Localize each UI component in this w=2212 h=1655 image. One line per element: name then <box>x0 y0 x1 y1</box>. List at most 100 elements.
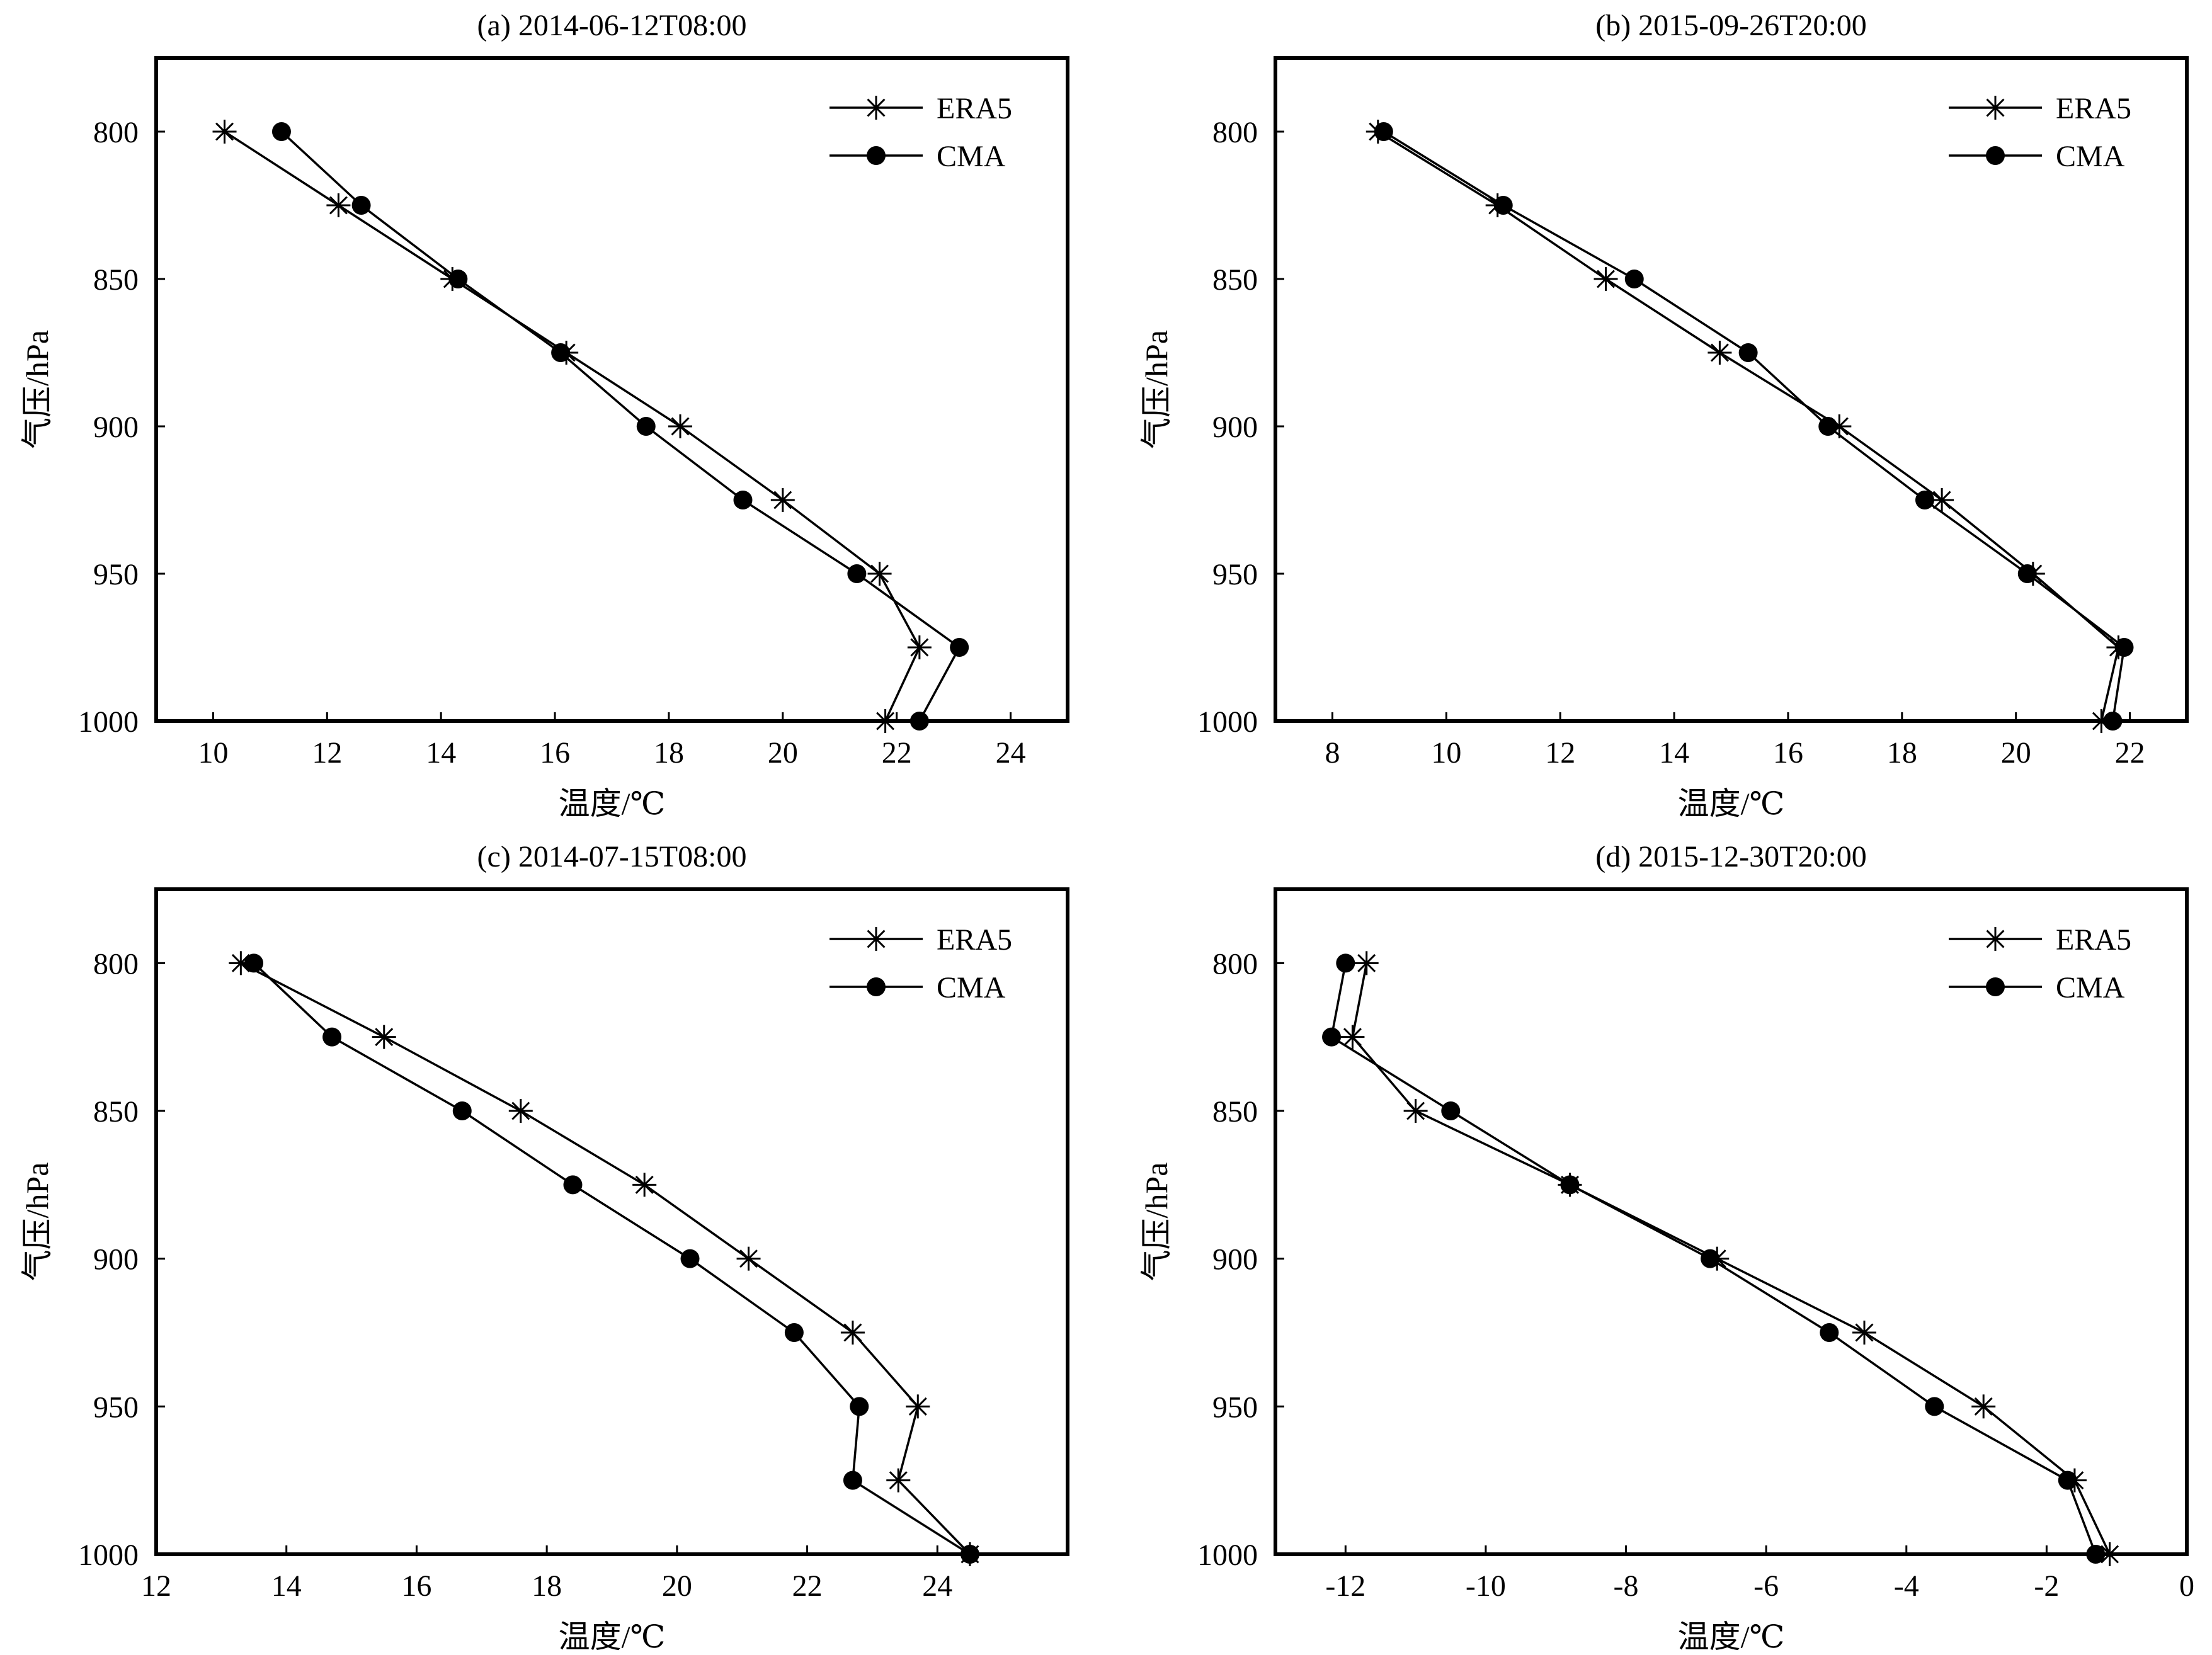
legend-marker <box>1986 146 2005 165</box>
x-tick-label: 12 <box>312 736 342 770</box>
y-tick-label: 850 <box>1212 1095 1258 1129</box>
data-point-cma <box>2017 564 2037 583</box>
data-point-cma <box>1818 417 1838 436</box>
data-point-cma <box>1701 1249 1720 1268</box>
x-tick-label: 0 <box>2179 1569 2194 1603</box>
y-tick-label: 900 <box>93 1243 139 1277</box>
data-point-cma <box>1374 122 1393 141</box>
data-point-cma <box>1820 1323 1839 1342</box>
data-point-cma <box>271 122 291 141</box>
y-tick-label: 800 <box>93 947 139 981</box>
data-point-era5 <box>906 1394 930 1419</box>
data-point-cma <box>850 1397 869 1416</box>
y-tick-label: 950 <box>1212 1391 1258 1424</box>
x-tick-label: 10 <box>198 736 228 770</box>
y-tick-label: 900 <box>1212 1243 1258 1277</box>
y-axis-label: 气压/hPa <box>1139 330 1174 449</box>
y-tick-label: 1000 <box>1197 705 1258 739</box>
series-line-era5 <box>1377 130 2120 722</box>
x-tick-label: 22 <box>792 1569 823 1603</box>
x-tick-label: 18 <box>532 1569 562 1603</box>
legend-marker <box>864 96 888 120</box>
series-line-cma <box>1382 130 2126 722</box>
legend-item-era5: ERA5 <box>1949 92 2131 125</box>
chart-panel-d: (d) 2015-12-30T20:00 -12 -10 -8 -6 -4 -2 0 800 85… <box>1139 840 2194 1654</box>
data-point-era5 <box>840 1321 865 1345</box>
data-point-era5 <box>1852 1321 1876 1345</box>
legend-item-cma: CMA <box>830 971 1006 1004</box>
data-point-cma <box>2086 1545 2106 1564</box>
x-tick-label: 8 <box>1325 736 1340 770</box>
data-point-cma <box>1624 270 1644 288</box>
chart-panel-a: (a) 2014-06-12T08:00 10 12 14 16 18 20 22 24 800 8… <box>20 9 1069 821</box>
x-tick-label: 22 <box>2115 736 2145 770</box>
x-tick-label: -6 <box>1753 1569 1779 1603</box>
data-point-cma <box>1560 1175 1580 1195</box>
x-tick-label: 20 <box>662 1569 692 1603</box>
data-point-cma <box>733 491 753 509</box>
y-tick-label: 900 <box>1212 411 1258 444</box>
data-point-era5 <box>886 1468 911 1493</box>
series-line-cma <box>253 962 971 1555</box>
data-point-cma <box>1915 491 1934 509</box>
chart-title: (d) 2015-12-30T20:00 <box>1595 840 1867 873</box>
legend-marker <box>867 977 886 996</box>
plot-frame <box>154 56 1069 723</box>
y-tick-label: 800 <box>1212 116 1258 149</box>
legend-item-era5: ERA5 <box>830 92 1012 125</box>
x-tick-label: 22 <box>882 736 912 770</box>
x-axis-label: 温度/℃ <box>1678 1619 1785 1654</box>
legend-label: CMA <box>937 971 1006 1004</box>
y-tick-label: 800 <box>1212 947 1258 981</box>
x-tick-label: 14 <box>426 736 456 770</box>
data-point-cma <box>551 343 571 362</box>
data-point-era5 <box>867 562 892 586</box>
y-tick-label: 1000 <box>78 1538 139 1572</box>
data-point-cma <box>1738 343 1758 362</box>
y-tick-label: 1000 <box>1197 1538 1258 1572</box>
data-point-cma <box>1322 1027 1342 1047</box>
y-tick-label: 1000 <box>78 705 139 739</box>
y-tick-label: 800 <box>93 116 139 149</box>
plot-frame <box>1274 887 2189 1556</box>
x-tick-label: 16 <box>540 736 570 770</box>
legend-marker <box>1983 927 2007 951</box>
series-line-era5 <box>224 130 921 722</box>
x-axis-label: 温度/℃ <box>559 1619 666 1654</box>
legend-item-era5: ERA5 <box>830 923 1012 957</box>
y-tick-label: 900 <box>93 411 139 444</box>
data-point-era5 <box>212 120 237 144</box>
chart-panel-c: (c) 2014-07-15T08:00 12 14 16 18 20 22 24 800 850… <box>20 840 1069 1654</box>
data-point-cma <box>452 1101 472 1120</box>
chart-panel-b: (b) 2015-09-26T20:00 8 10 12 14 16 18 20 22 800 85… <box>1139 9 2189 821</box>
data-point-cma <box>680 1249 700 1268</box>
data-point-cma <box>448 270 468 288</box>
data-point-cma <box>950 638 969 657</box>
data-point-era5 <box>873 709 898 733</box>
series-line-cma <box>280 130 961 722</box>
chart-title: (b) 2015-09-26T20:00 <box>1595 9 1867 42</box>
x-tick-label: 12 <box>1545 736 1575 770</box>
x-tick-label: -12 <box>1325 1569 1365 1603</box>
data-point-era5 <box>736 1246 761 1271</box>
x-tick-label: -10 <box>1466 1569 1506 1603</box>
data-point-cma <box>960 1545 979 1564</box>
series-line-era5 <box>1351 963 2111 1555</box>
legend-label: ERA5 <box>937 92 1012 125</box>
x-tick-label: 10 <box>1431 736 1461 770</box>
plot-frame <box>1274 56 2189 723</box>
data-point-cma <box>847 564 867 583</box>
data-point-era5 <box>1340 1025 1365 1049</box>
chart-title: (a) 2014-06-12T08:00 <box>477 9 747 42</box>
data-point-era5 <box>372 1025 396 1049</box>
data-point-cma <box>1925 1397 1944 1416</box>
y-tick-label: 850 <box>93 263 139 297</box>
data-point-cma <box>322 1027 342 1047</box>
x-tick-label: 18 <box>1887 736 1917 770</box>
data-point-era5 <box>1593 267 1618 291</box>
legend-item-era5: ERA5 <box>1949 923 2131 957</box>
legend-marker <box>867 146 886 165</box>
x-tick-label: 18 <box>654 736 684 770</box>
legend-marker <box>864 927 888 951</box>
